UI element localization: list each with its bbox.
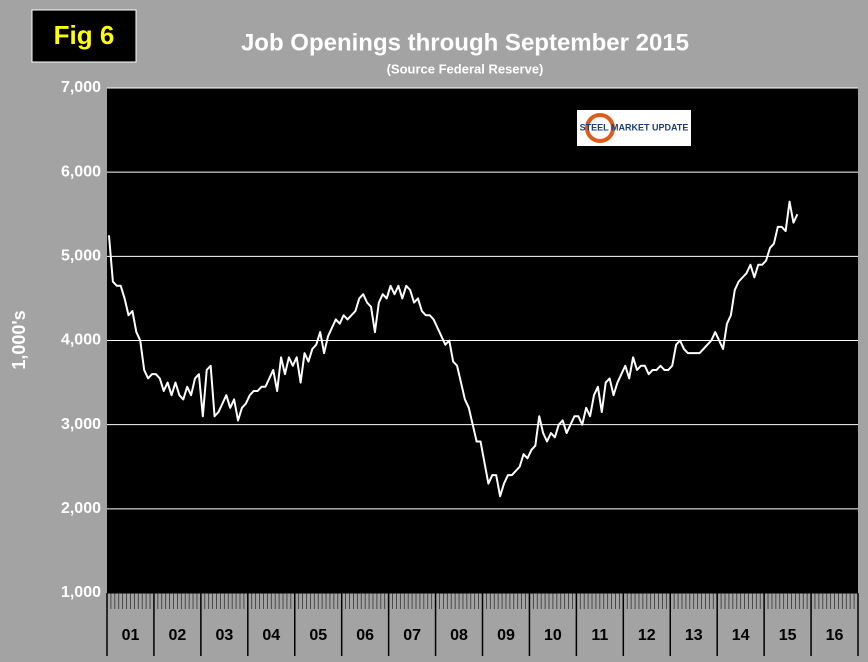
figure-badge	[31, 9, 137, 63]
x-tick-label: 05	[309, 627, 327, 644]
x-tick-label: 16	[826, 627, 844, 644]
logo-text: STEEL MARKET UPDATE	[580, 122, 689, 132]
data-line	[107, 200, 799, 498]
x-tick-label: 04	[262, 627, 280, 644]
x-tick-label: 15	[779, 627, 797, 644]
y-tick-label: 5,000	[61, 248, 101, 265]
x-tick-label: 07	[403, 627, 421, 644]
figure-label: Fig 6	[54, 20, 115, 50]
x-tick-label: 09	[497, 627, 515, 644]
x-tick-label: 13	[685, 627, 703, 644]
x-tick-label: 08	[450, 627, 468, 644]
chart-title: Job Openings through September 2015	[241, 29, 689, 56]
x-tick-label: 11	[591, 627, 608, 644]
x-tick-label: 03	[215, 627, 233, 644]
x-tick-label: 14	[732, 627, 750, 644]
y-tick-label: 2,000	[61, 500, 101, 517]
x-tick-label: 12	[638, 627, 656, 644]
chart-subtitle: (Source Federal Reserve)	[387, 61, 544, 76]
y-axis-label: 1,000's	[9, 310, 29, 369]
x-tick-label: 02	[169, 627, 187, 644]
logo-icon	[585, 113, 615, 143]
y-tick-label: 3,000	[61, 416, 101, 433]
x-tick-label: 06	[356, 627, 374, 644]
x-tick-label: 01	[122, 627, 140, 644]
y-tick-label: 7,000	[61, 79, 101, 96]
y-tick-label: 1,000	[61, 584, 101, 601]
x-tick-label: 10	[544, 627, 562, 644]
y-tick-label: 4,000	[61, 332, 101, 349]
y-tick-label: 6,000	[61, 163, 101, 180]
